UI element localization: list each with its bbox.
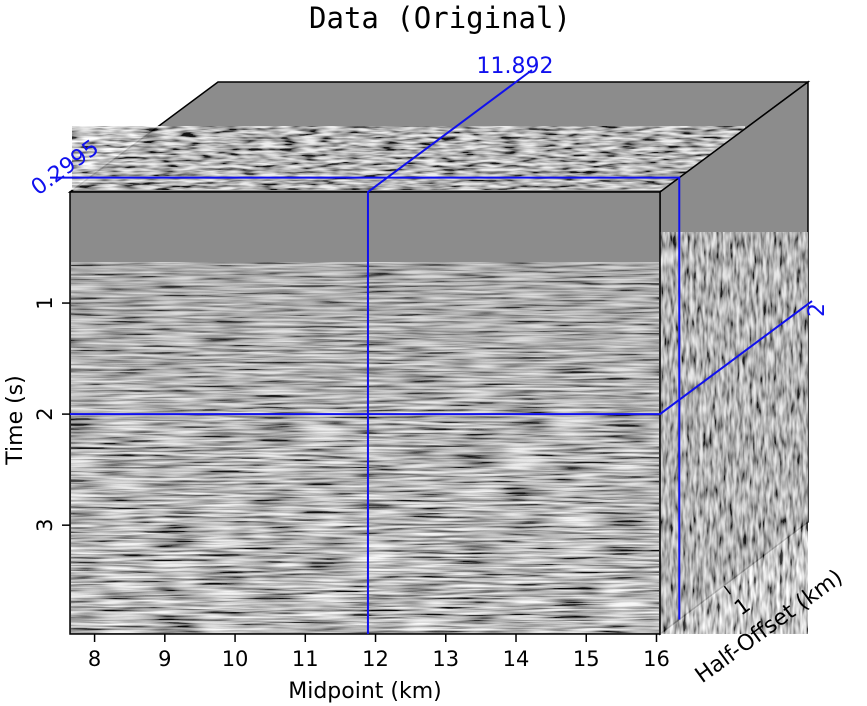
- x-tick-label: 8: [88, 647, 101, 671]
- x-tick-label: 13: [432, 647, 459, 671]
- midpoint-slice-line: [366, 69, 533, 634]
- x-tick-label: 11: [292, 647, 319, 671]
- y-tick-label: 2: [33, 407, 57, 420]
- slice-lines: [50, 69, 813, 634]
- z-tick-mark: [723, 585, 731, 595]
- midpoint-slice-label: 11.892: [477, 54, 554, 79]
- x-tick-label: 16: [643, 647, 670, 671]
- z-tick-label: 1: [730, 593, 755, 620]
- x-tick-label: 14: [503, 647, 530, 671]
- time-slice-label: 2: [805, 303, 830, 317]
- front-face-fade: [71, 262, 659, 633]
- x-axis-label: Midpoint (km): [288, 679, 442, 704]
- x-tick-label: 12: [362, 647, 389, 671]
- side-face-traces: [660, 232, 808, 634]
- y-tick-label: 1: [33, 296, 57, 309]
- y-tick-label: 3: [33, 518, 57, 531]
- time-slice-line: [70, 300, 813, 416]
- offset-slice-line: [50, 176, 681, 620]
- x-tick-label: 9: [158, 647, 171, 671]
- chart-title: Data (Original): [309, 1, 571, 35]
- x-tick-label: 15: [573, 647, 600, 671]
- x-tick-label: 10: [222, 647, 249, 671]
- y-axis-label: Time (s): [3, 375, 28, 465]
- top-face-traces: [72, 126, 745, 190]
- cube-faces: [67, 80, 811, 636]
